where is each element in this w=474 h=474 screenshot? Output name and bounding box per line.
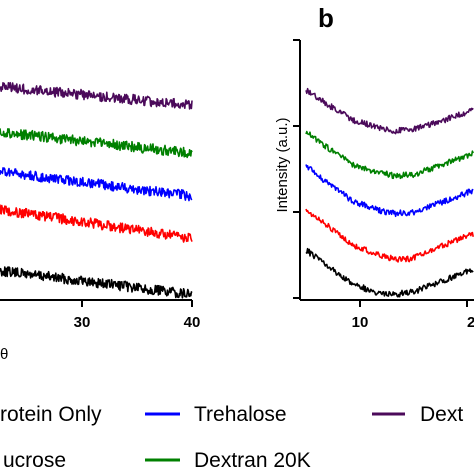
panel-b-series-sucrose (305, 208, 474, 263)
panel-a-series-protein-only (0, 266, 193, 299)
panel-a-x-axis-title: θ (0, 346, 8, 363)
panel-b-series-dextran (305, 87, 474, 135)
panel-a: 30 40 θ (0, 81, 201, 363)
panel-a-x-tick-label-30: 30 (74, 314, 91, 331)
legend-label-protein-only: rotein Only (0, 403, 102, 426)
panel-b-series-group (305, 87, 474, 298)
panel-b-series-trehalose (305, 164, 474, 218)
legend-label-trehalose: Trehalose (194, 403, 287, 426)
panel-b-label: b (318, 3, 334, 33)
legend-label-dextran: Dext (420, 403, 463, 426)
panel-b-y-axis-title: Intensity (a.u.) (274, 117, 291, 212)
panel-a-series-sucrose (0, 204, 193, 243)
panel-b-x-tick-label-10: 10 (352, 314, 369, 331)
legend-label-dextran-20k: Dextran 20K (194, 449, 311, 472)
legend-label-sucrose: ucrose (3, 449, 66, 472)
panel-b-x-tick-label-20: 2 (467, 314, 474, 331)
panel-a-series-group (0, 81, 193, 299)
panel-a-x-tick-label-40: 40 (184, 314, 201, 331)
panel-b-series-protein-only (305, 247, 474, 298)
panel-b-series-dextran-20k (305, 130, 474, 180)
panel-a-series-trehalose (0, 167, 193, 202)
panel-a-series-dextran-20k (0, 128, 193, 159)
panel-a-series-dextran (0, 81, 193, 110)
legend: rotein Only Trehalose Dext ucrose Dextra… (0, 403, 463, 472)
panel-b: b 10 2 Intensity (a.u.) (274, 3, 474, 331)
